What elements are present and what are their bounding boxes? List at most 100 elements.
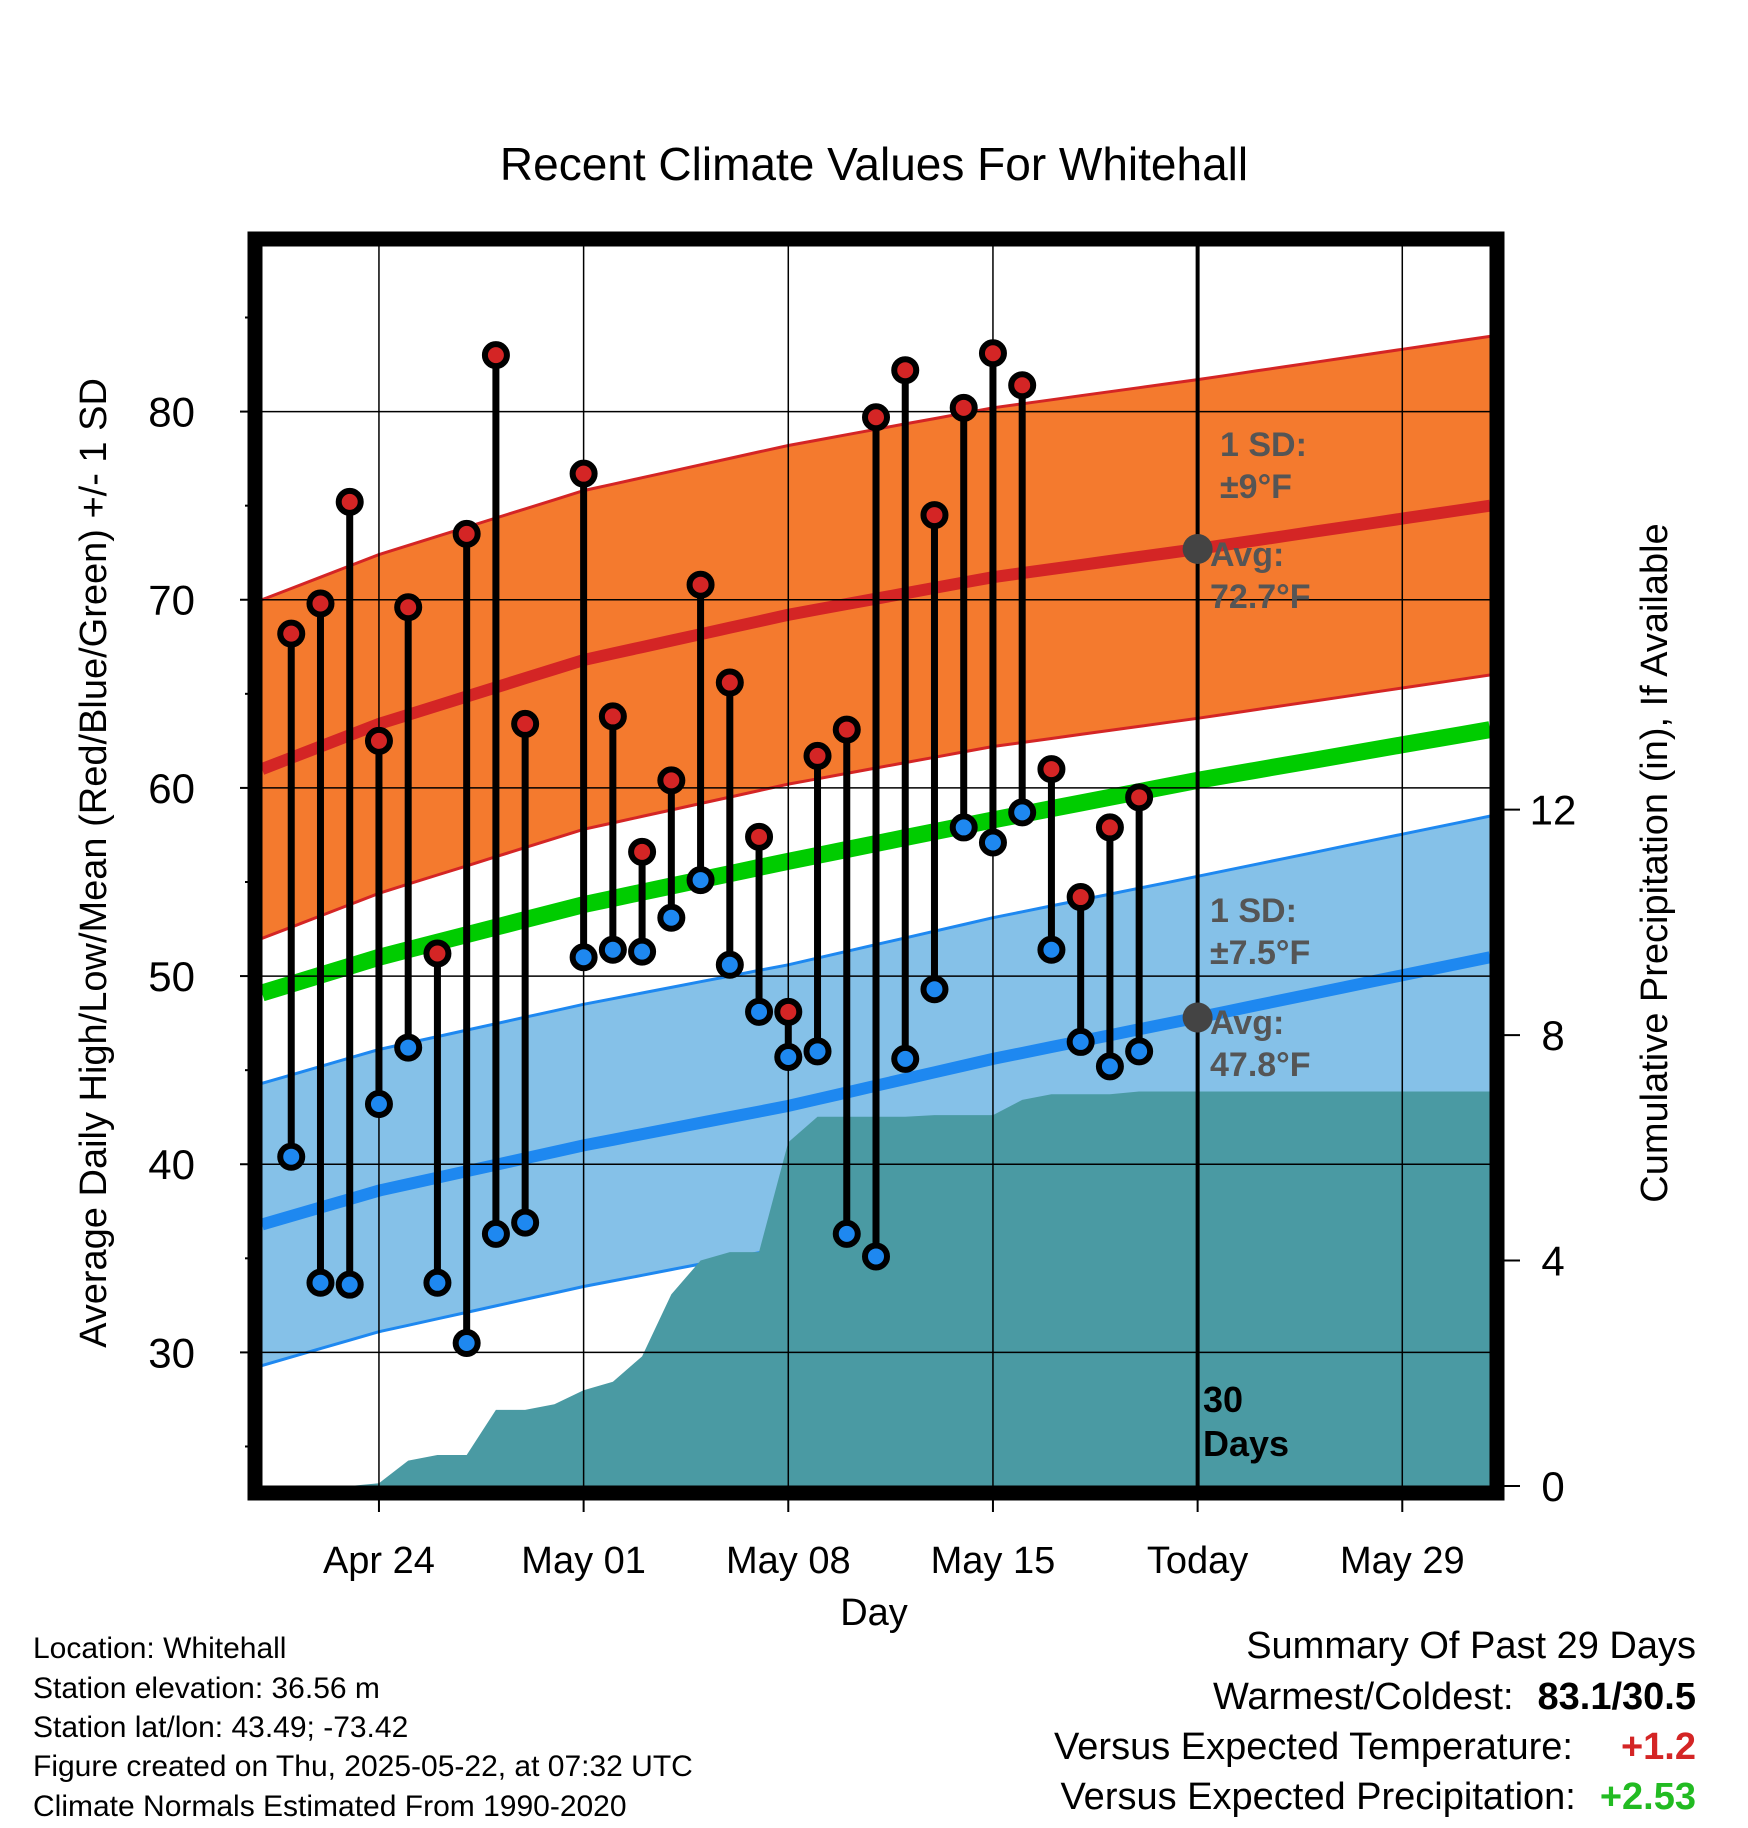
- daily-low-point: [745, 997, 774, 1026]
- x-tick-label: May 29: [1340, 1540, 1465, 1582]
- summary-warmest-coldest-label: Warmest/Coldest:: [1212, 1676, 1514, 1718]
- daily-high-point: [657, 766, 686, 795]
- summary-title: Summary Of Past 29 Days: [1246, 1625, 1696, 1667]
- normal-high-today-dot: [1182, 533, 1213, 564]
- daily-high-point: [1095, 813, 1124, 842]
- summary-vs-precip-label: Versus Expected Precipitation:: [1060, 1776, 1576, 1818]
- daily-low-point: [394, 1033, 423, 1062]
- daily-low-point: [920, 975, 949, 1004]
- cumulative-precip-area: [262, 1091, 1490, 1486]
- daily-high-point: [803, 741, 832, 770]
- daily-low-point: [569, 943, 598, 972]
- low-sd-label: 1 SD:: [1210, 892, 1297, 930]
- daily-high-point: [1066, 883, 1095, 912]
- daily-low-point: [423, 1268, 452, 1297]
- chart-title: Recent Climate Values For Whitehall: [500, 138, 1248, 190]
- daily-high-point: [949, 393, 978, 422]
- daily-low-point: [949, 813, 978, 842]
- daily-low-point: [715, 950, 744, 979]
- daily-high-point: [1125, 783, 1154, 812]
- high-avg-value: 72.7°F: [1210, 578, 1311, 616]
- days-label-word: Days: [1203, 1423, 1289, 1464]
- high-avg-label: Avg:: [1210, 536, 1284, 574]
- daily-low-point: [277, 1142, 306, 1171]
- daily-high-point: [920, 501, 949, 530]
- daily-high-point: [1008, 371, 1037, 400]
- daily-low-point: [657, 903, 686, 932]
- daily-low-point: [862, 1242, 890, 1271]
- x-tick-label: May 15: [931, 1540, 1056, 1582]
- daily-high-point: [715, 668, 744, 697]
- daily-low-point: [628, 937, 657, 966]
- high-sd-value: ±9°F: [1220, 468, 1292, 506]
- daily-low-point: [803, 1037, 832, 1066]
- daily-low-point: [511, 1208, 540, 1237]
- daily-low-point: [1125, 1037, 1154, 1066]
- daily-low-point: [978, 828, 1007, 857]
- x-tick-label: Today: [1147, 1540, 1248, 1582]
- info-location: Location: Whitehall: [33, 1632, 287, 1665]
- y-tick-label-left: 40: [148, 1141, 195, 1188]
- y-tick-label-left: 50: [148, 953, 195, 1000]
- daily-high-point: [423, 939, 452, 968]
- daily-high-point: [452, 519, 481, 548]
- y-tick-label-right: 12: [1530, 787, 1577, 834]
- y-tick-label-right: 0: [1541, 1463, 1564, 1510]
- daily-high-point: [891, 356, 920, 385]
- low-avg-value: 47.8°F: [1210, 1046, 1311, 1084]
- daily-low-point: [891, 1044, 920, 1073]
- info-latlon: Station lat/lon: 43.49; -73.42: [33, 1711, 409, 1744]
- y-tick-label-left: 70: [148, 577, 195, 624]
- summary-vs-precip: Versus Expected Precipitation: +2.53: [1060, 1776, 1696, 1819]
- daily-high-point: [978, 339, 1007, 368]
- y-tick-label-right: 8: [1541, 1012, 1564, 1059]
- y-tick-label-left: 60: [148, 765, 195, 812]
- y-tick-label-right: 4: [1541, 1238, 1564, 1285]
- y-axis-label-left: Average Daily High/Low/Mean (Red/Blue/Gr…: [73, 378, 115, 1348]
- daily-low-point: [832, 1219, 861, 1248]
- x-axis-label: Day: [840, 1592, 908, 1634]
- daily-high-point: [277, 619, 306, 648]
- high-sd-label: 1 SD:: [1220, 426, 1307, 464]
- daily-high-point: [598, 702, 627, 731]
- low-avg-label: Avg:: [1210, 1004, 1284, 1042]
- daily-high-point: [774, 997, 803, 1026]
- info-elevation: Station elevation: 36.56 m: [33, 1672, 380, 1705]
- daily-low-point: [598, 935, 627, 964]
- y-tick-label-left: 30: [148, 1329, 195, 1376]
- daily-high-point: [569, 459, 598, 488]
- summary-warmest-coldest-value: 83.1/30.5: [1537, 1676, 1696, 1718]
- daily-low-point: [1008, 798, 1037, 827]
- daily-low-point: [1095, 1052, 1124, 1081]
- daily-high-point: [364, 726, 393, 755]
- summary-vs-temp: Versus Expected Temperature: +1.2: [1054, 1726, 1696, 1769]
- daily-high-point: [306, 589, 335, 618]
- daily-low-point: [452, 1328, 481, 1357]
- y-axis-label-right: Cumulative Precipitation (in), If Availa…: [1634, 523, 1676, 1202]
- daily-high-point: [1037, 755, 1066, 784]
- summary-warmest-coldest: Warmest/Coldest: 83.1/30.5: [1213, 1676, 1696, 1719]
- daily-high-point: [511, 709, 540, 738]
- daily-low-point: [1037, 935, 1066, 964]
- days-label-number: 30: [1203, 1379, 1243, 1420]
- daily-low-point: [364, 1090, 393, 1119]
- x-tick-label: Apr 24: [323, 1540, 435, 1582]
- x-tick-label: May 08: [726, 1540, 851, 1582]
- plot-frame: [247, 231, 1505, 1501]
- summary-vs-temp-value: +1.2: [1620, 1726, 1696, 1768]
- daily-high-point: [745, 822, 774, 851]
- daily-high-point: [832, 715, 861, 744]
- info-created: Figure created on Thu, 2025-05-22, at 07…: [33, 1750, 693, 1783]
- daily-high-point: [686, 570, 715, 599]
- daily-low-point: [686, 866, 715, 895]
- daily-low-point: [306, 1268, 335, 1297]
- daily-high-point: [862, 403, 890, 432]
- x-tick-label: May 01: [521, 1540, 646, 1582]
- low-sd-value: ±7.5°F: [1210, 934, 1310, 972]
- daily-low-point: [481, 1219, 510, 1248]
- summary-vs-precip-value: +2.53: [1599, 1776, 1696, 1818]
- plot-area: 1 SD: ±9°F Avg: 72.7°F 1 SD: ±7.5°F Avg: 47.8°F…: [148, 231, 1577, 1582]
- daily-low-point: [335, 1270, 364, 1299]
- daily-high-point: [628, 837, 657, 866]
